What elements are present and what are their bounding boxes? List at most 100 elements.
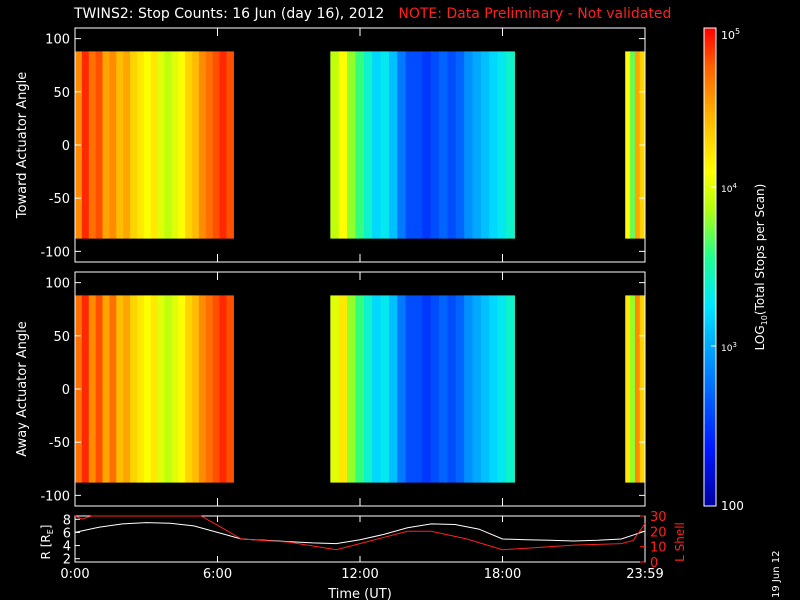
away-heatmap-cell	[88, 295, 97, 483]
x-axis-label: Time (UT)	[327, 587, 392, 600]
away-panel: -100 -50 0 50 100 Away Actuator Angle	[15, 271, 646, 507]
toward-heatmap-cell	[380, 51, 390, 239]
orbit-ylabel-subscript: E	[46, 529, 55, 534]
toward-heatmap-cell	[330, 51, 340, 239]
cb-exp-1e5: 5	[735, 27, 740, 36]
colorbar-label-log: LOG	[753, 325, 767, 350]
away-heatmap-cell	[212, 295, 221, 483]
toward-heatmap-cell	[447, 51, 457, 239]
orbit-ytick-label: 6	[63, 526, 71, 541]
away-heatmap-cell	[95, 295, 104, 483]
colorbar-label-sub: 10	[760, 315, 769, 325]
away-heatmap-cell	[630, 295, 636, 483]
away-heatmap-cell	[363, 295, 373, 483]
orbit-xtick-label: 12:00	[341, 567, 378, 582]
toward-ylabel: Toward Actuator Angle	[15, 72, 30, 219]
colorbar: 105 104 103 100 LOG10(Total Stops per Sc…	[703, 27, 769, 513]
away-heatmap-cell	[447, 295, 457, 483]
toward-heatmap-cell	[198, 51, 207, 239]
lshell-series-line	[74, 515, 646, 551]
away-ytick-label: 50	[53, 330, 70, 345]
toward-heatmap-cell	[355, 51, 365, 239]
away-ylabel: Away Actuator Angle	[15, 321, 30, 456]
away-heatmap-cell	[123, 295, 131, 483]
generation-date-stamp: 19 Jun 12	[771, 550, 782, 598]
toward-heatmap-cell	[130, 51, 138, 239]
toward-heatmap-cell	[372, 51, 382, 239]
away-heatmap-cell	[472, 295, 482, 483]
away-heatmap-cell	[192, 295, 200, 483]
orbit-y2tick-label: 20	[650, 525, 667, 540]
away-heatmap-cell	[157, 295, 166, 483]
away-heatmap-cell	[388, 295, 398, 483]
toward-heatmap-cell	[116, 51, 124, 239]
colorbar-tick-label-100: 100	[721, 499, 744, 513]
away-ytick-label: -50	[49, 436, 70, 451]
orbit-ylabel: R [RE]	[39, 525, 55, 560]
away-heatmap-cell	[219, 295, 228, 483]
toward-heatmap-cell	[164, 51, 172, 239]
preliminary-note: NOTE: Data Preliminary - Not validated	[398, 6, 672, 22]
toward-heatmap-cell	[397, 51, 407, 239]
away-ytick-label: 100	[45, 277, 70, 292]
away-heatmap-cell	[464, 295, 474, 483]
toward-ytick-label: -50	[49, 192, 70, 207]
toward-heatmap-cell	[88, 51, 97, 239]
orbit-xtick-label: 6:00	[203, 567, 232, 582]
toward-heatmap-cell	[123, 51, 131, 239]
orbit-ytick-label: 4	[63, 540, 71, 555]
chart-title: TWINS2: Stop Counts: 16 Jun (day 16), 20…	[74, 6, 385, 22]
away-heatmap-cell	[109, 295, 117, 483]
away-heatmap-cell	[150, 295, 159, 483]
orbit-y2tick-label: 0	[650, 556, 658, 571]
away-heatmap-cell	[372, 295, 382, 483]
away-heatmap-cell	[205, 295, 214, 483]
chart-title-row: TWINS2: Stop Counts: 16 Jun (day 16), 20…	[74, 6, 671, 22]
toward-heatmap-cell	[347, 51, 357, 239]
away-heatmap-cell	[355, 295, 365, 483]
toward-heatmap-cell	[630, 51, 636, 239]
cb-base-1e4: 10	[721, 185, 733, 195]
away-heatmap-cell	[506, 295, 515, 483]
colorbar-tick-1e5: 105	[721, 27, 740, 42]
orbit-xtick-label: 23:59	[626, 567, 663, 582]
toward-heatmap-cell	[455, 51, 465, 239]
orbit-ylabel-close: ]	[39, 525, 53, 530]
toward-heatmap-cell	[178, 51, 186, 239]
cb-base-1e3: 10	[721, 344, 733, 354]
toward-heatmap-cell	[625, 51, 631, 239]
away-heatmap-cell	[164, 295, 172, 483]
toward-panel: -100 -50 0 50 100 Toward Actuator Angle	[15, 27, 646, 263]
away-heatmap-cell	[130, 295, 138, 483]
away-ytick-label: 0	[62, 383, 70, 398]
away-heatmap-cell	[455, 295, 465, 483]
toward-heatmap-cell	[472, 51, 482, 239]
toward-ytick-label: -100	[40, 245, 70, 260]
toward-heatmap-cell	[439, 51, 449, 239]
toward-heatmap-cell	[363, 51, 373, 239]
away-heatmap-cell	[171, 295, 179, 483]
cb-exp-1e4: 4	[732, 182, 737, 190]
away-heatmap-cell	[480, 295, 490, 483]
toward-heatmap-cell	[497, 51, 507, 239]
r-series-line	[74, 522, 646, 545]
toward-ytick-label: 50	[53, 86, 70, 101]
away-heatmap-cell	[489, 295, 499, 483]
away-heatmap-cell	[422, 295, 432, 483]
away-heatmap-cell	[413, 295, 423, 483]
toward-heatmap-cell	[388, 51, 398, 239]
toward-ytick-label: 0	[62, 139, 70, 154]
toward-heatmap-cell	[81, 51, 90, 239]
toward-heatmap-cell	[143, 51, 152, 239]
toward-heatmap-cell	[150, 51, 159, 239]
away-heatmap-cell	[226, 295, 234, 483]
orbit-ylabel-text: R [R	[39, 534, 53, 559]
cb-base-1e5: 10	[721, 29, 735, 42]
away-heatmap-cell	[185, 295, 193, 483]
toward-heatmap-cell	[136, 51, 145, 239]
away-ytick-label: -100	[40, 489, 70, 504]
away-heatmap-cell	[347, 295, 357, 483]
away-heatmap-cell	[116, 295, 124, 483]
